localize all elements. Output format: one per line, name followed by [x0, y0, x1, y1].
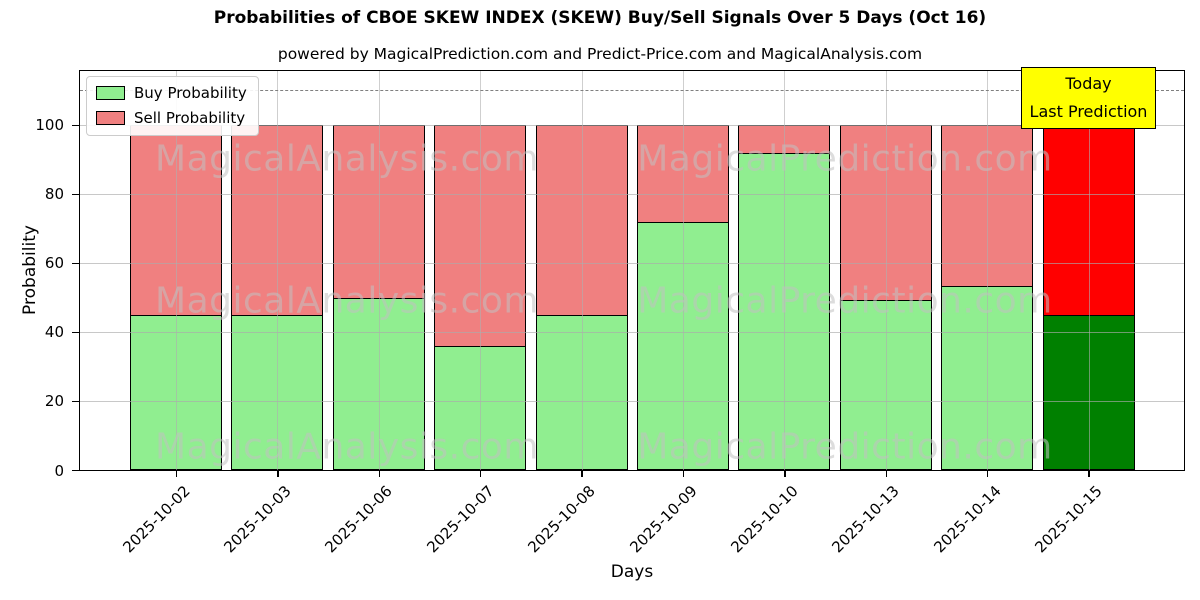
y-axis-label: Probability — [20, 225, 40, 315]
vertical-gridline — [1088, 71, 1090, 470]
x-tick-label: 2025-10-09 — [625, 481, 701, 556]
x-tick-mark — [1088, 470, 1090, 477]
x-tick-mark — [885, 470, 888, 477]
vertical-gridline — [581, 71, 583, 470]
annotation-line-2: Last Prediction — [1029, 102, 1148, 121]
chart-subtitle: powered by MagicalPrediction.com and Pre… — [277, 45, 923, 63]
x-tick-mark — [378, 470, 381, 477]
y-tick-mark — [72, 262, 79, 265]
horizontal-gridline — [80, 124, 1184, 126]
horizontal-gridline — [80, 331, 1184, 333]
x-tick-mark — [277, 470, 279, 477]
x-tick-label: 2025-10-06 — [321, 481, 397, 556]
vertical-gridline — [683, 71, 684, 470]
threshold-dashed-line — [80, 90, 1184, 92]
x-tick-mark — [784, 470, 786, 477]
watermark-text: MagicalAnalysis.com — [155, 138, 539, 180]
y-tick-label: 100 — [35, 116, 64, 135]
x-tick-label: 2025-10-14 — [930, 481, 1005, 556]
x-tick-label: 2025-10-02 — [118, 481, 194, 556]
today-annotation-box: Today Last Prediction — [1021, 67, 1156, 129]
x-tick-label: 2025-10-03 — [220, 481, 295, 556]
annotation-line-1: Today — [1065, 74, 1112, 93]
chart-title: Probabilities of CBOE SKEW INDEX (SKEW) … — [213, 8, 987, 28]
x-tick-label: 2025-10-13 — [828, 481, 904, 556]
y-tick-label: 0 — [54, 461, 64, 480]
y-tick-mark — [72, 124, 79, 127]
vertical-gridline — [987, 71, 989, 470]
horizontal-gridline — [80, 400, 1184, 402]
sell-probability-swatch — [96, 111, 125, 125]
watermark-text: MagicalAnalysis.com — [155, 280, 539, 322]
y-tick-mark — [72, 331, 79, 334]
vertical-gridline — [885, 71, 887, 470]
x-tick-mark — [986, 470, 989, 477]
y-tick-label: 80 — [44, 185, 64, 204]
x-tick-mark — [581, 470, 583, 477]
x-tick-label: 2025-10-08 — [524, 481, 599, 556]
buy-probability-swatch — [96, 86, 125, 100]
y-tick-mark — [72, 193, 79, 196]
legend: Buy Probability Sell Probability — [86, 76, 259, 136]
x-tick-mark — [479, 470, 482, 477]
legend-label-buy: Buy Probability — [134, 84, 247, 102]
y-tick-label: 20 — [44, 392, 64, 411]
vertical-gridline — [176, 71, 177, 470]
plot-area: Buy Probability Sell Probability Today L… — [79, 67, 1185, 471]
legend-item-buy: Buy Probability — [96, 84, 247, 102]
x-tick-mark — [682, 470, 685, 477]
vertical-gridline — [277, 71, 279, 470]
horizontal-gridline — [80, 193, 1184, 195]
vertical-gridline — [480, 71, 482, 470]
x-axis-label: Days — [610, 562, 654, 582]
legend-item-sell: Sell Probability — [96, 109, 247, 127]
vertical-gridline — [378, 71, 380, 470]
vertical-gridline — [784, 71, 786, 470]
watermark-text: MagicalPrediction.com — [637, 138, 1053, 180]
watermark-text: MagicalPrediction.com — [637, 280, 1053, 322]
watermark-text: MagicalAnalysis.com — [155, 426, 539, 468]
x-tick-label: 2025-10-15 — [1031, 481, 1106, 556]
watermark-text: MagicalPrediction.com — [637, 426, 1053, 468]
y-tick-mark — [72, 400, 79, 403]
x-tick-label: 2025-10-07 — [423, 481, 498, 556]
legend-label-sell: Sell Probability — [134, 109, 246, 127]
horizontal-gridline — [80, 262, 1184, 264]
y-tick-label: 40 — [44, 323, 64, 342]
x-tick-label: 2025-10-10 — [727, 481, 802, 556]
x-tick-mark — [175, 470, 178, 477]
y-tick-mark — [72, 469, 79, 472]
